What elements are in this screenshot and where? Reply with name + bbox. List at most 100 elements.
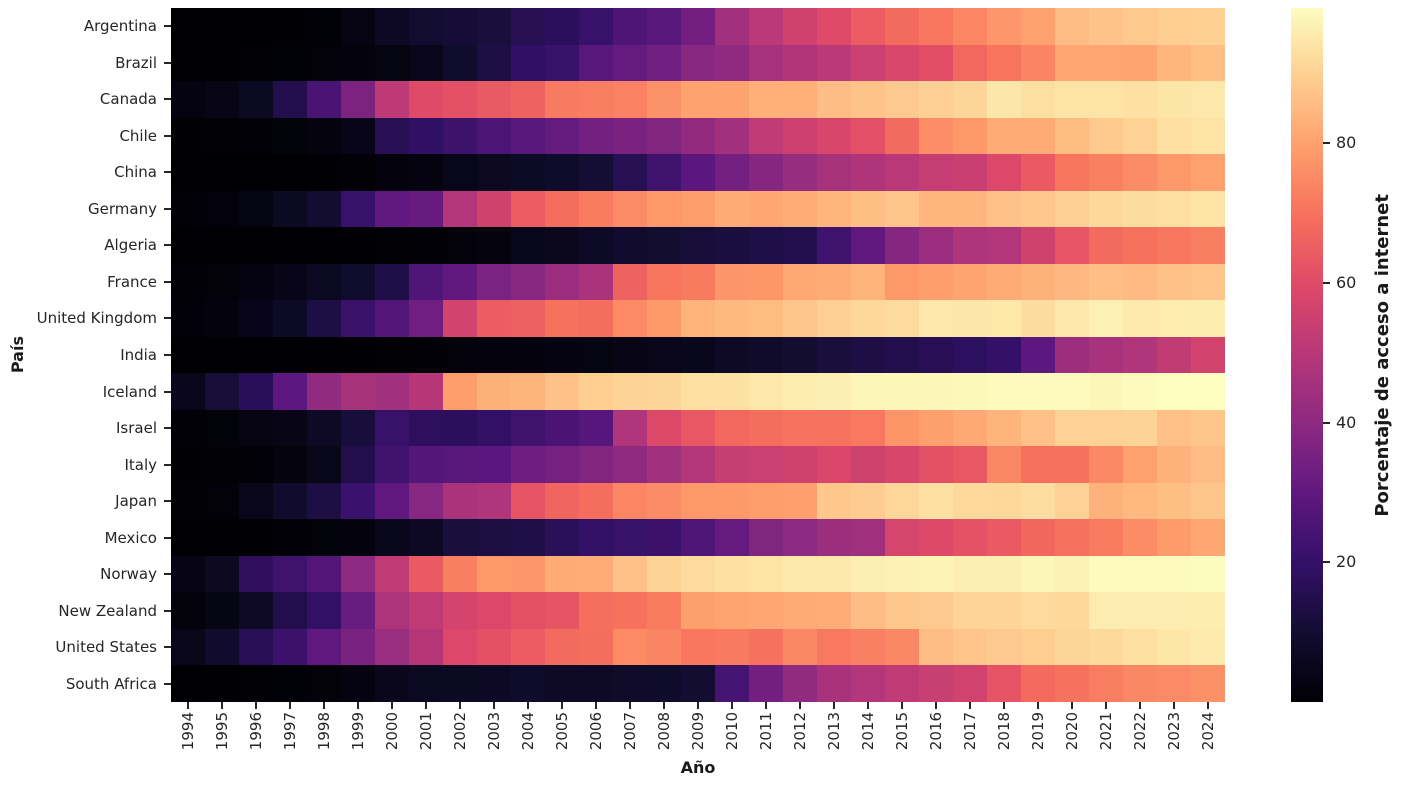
heatmap-cell: [443, 263, 477, 301]
heatmap-cell: [715, 555, 749, 593]
x-tick-mark: [561, 702, 563, 709]
x-tick-label: 1997: [273, 712, 307, 758]
heatmap-cell: [1191, 227, 1225, 264]
heatmap-cell: [477, 8, 511, 45]
heatmap-cell: [885, 263, 919, 301]
heatmap-cell: [1123, 409, 1157, 447]
heatmap-cell: [613, 117, 647, 155]
heatmap-cell: [953, 409, 987, 447]
heatmap-cell: [715, 628, 749, 666]
heatmap-cell: [1157, 300, 1191, 337]
heatmap-cell: [1157, 154, 1191, 191]
heatmap-cell: [443, 190, 477, 228]
heatmap-cell: [1021, 519, 1055, 556]
heatmap-cell: [817, 446, 851, 483]
heatmap-cell: [443, 446, 477, 483]
heatmap-cell: [443, 592, 477, 629]
heatmap-cell: [681, 300, 715, 337]
heatmap-cell: [817, 117, 851, 155]
heatmap-cell: [1157, 409, 1191, 447]
heatmap-cell: [715, 154, 749, 191]
x-tick-label: 2013: [817, 712, 851, 758]
heatmap-cell: [851, 300, 885, 337]
x-tick-label: 2003: [477, 712, 511, 758]
heatmap-cell: [953, 519, 987, 556]
x-tick-label: 2010: [715, 712, 749, 758]
heatmap-cell: [477, 300, 511, 337]
colorbar-tick-label: 20: [1336, 552, 1357, 572]
heatmap-cell: [511, 190, 545, 228]
heatmap-cell: [375, 227, 409, 264]
heatmap-cell: [1157, 81, 1191, 118]
x-tick-label-text: 2011: [757, 712, 775, 751]
heatmap-cell: [443, 519, 477, 556]
x-tick-label: 2021: [1089, 712, 1123, 758]
heatmap-cell: [375, 482, 409, 520]
heatmap-cell: [885, 555, 919, 593]
heatmap-cell: [885, 117, 919, 155]
heatmap-cell: [919, 190, 953, 228]
heatmap-cell: [783, 190, 817, 228]
heatmap-cell: [341, 190, 375, 228]
heatmap-cell: [953, 8, 987, 45]
heatmap-cell: [647, 44, 681, 82]
heatmap-cell: [171, 555, 205, 593]
heatmap-cell: [681, 81, 715, 118]
colorbar-tick-mark: [1323, 561, 1330, 564]
heatmap-cell: [307, 336, 341, 374]
heatmap-cell: [1021, 190, 1055, 228]
heatmap-cell: [987, 592, 1021, 629]
heatmap-cell: [1157, 117, 1191, 155]
x-tick-label-text: 2022: [1131, 712, 1149, 751]
x-tick-label: 1995: [205, 712, 239, 758]
heatmap-cell: [647, 665, 681, 702]
x-tick-label-text: 2016: [927, 712, 945, 751]
heatmap-cell: [817, 373, 851, 410]
heatmap-cell: [545, 44, 579, 82]
heatmap-cell: [987, 482, 1021, 520]
heatmap-cell: [1157, 628, 1191, 666]
x-tick-label-text: 2019: [1029, 712, 1047, 751]
y-tick-label: Algeria: [104, 236, 157, 255]
heatmap-cell: [681, 227, 715, 264]
heatmap-cell: [783, 336, 817, 374]
colorbar-title-wrap: Porcentaje de acceso a internet: [1362, 8, 1402, 702]
heatmap-cell: [443, 373, 477, 410]
heatmap-cell: [885, 482, 919, 520]
heatmap-cell: [1089, 519, 1123, 556]
heatmap-cell: [511, 44, 545, 82]
heatmap-cell: [919, 446, 953, 483]
y-tick-label: Italy: [124, 455, 157, 474]
heatmap-cell: [409, 117, 443, 155]
heatmap-cell: [749, 665, 783, 702]
heatmap-cell: [511, 336, 545, 374]
heatmap-cell: [681, 482, 715, 520]
heatmap-cell: [273, 8, 307, 45]
heatmap-cell: [409, 300, 443, 337]
heatmap-cell: [205, 446, 239, 483]
heatmap-cell: [341, 482, 375, 520]
x-tick-mark: [391, 702, 393, 709]
heatmap-cell: [341, 263, 375, 301]
heatmap-cell: [545, 263, 579, 301]
heatmap-cell: [205, 263, 239, 301]
heatmap-cell: [1055, 190, 1089, 228]
heatmap-cell: [851, 154, 885, 191]
y-tick-label: United States: [55, 638, 157, 657]
heatmap-cell: [205, 373, 239, 410]
heatmap-cell: [375, 8, 409, 45]
heatmap-cell: [783, 446, 817, 483]
heatmap-cell: [817, 592, 851, 629]
heatmap-cell: [341, 373, 375, 410]
heatmap-cell: [919, 8, 953, 45]
x-tick-mark: [1139, 702, 1141, 709]
heatmap-cell: [1089, 44, 1123, 82]
x-tick-label: 2005: [545, 712, 579, 758]
heatmap-cell: [1123, 300, 1157, 337]
heatmap-cell: [647, 117, 681, 155]
heatmap-cell: [919, 117, 953, 155]
heatmap-cell: [817, 154, 851, 191]
colorbar-tick-label: 60: [1336, 273, 1357, 293]
y-tick-mark: [164, 25, 171, 28]
heatmap-cell: [341, 300, 375, 337]
